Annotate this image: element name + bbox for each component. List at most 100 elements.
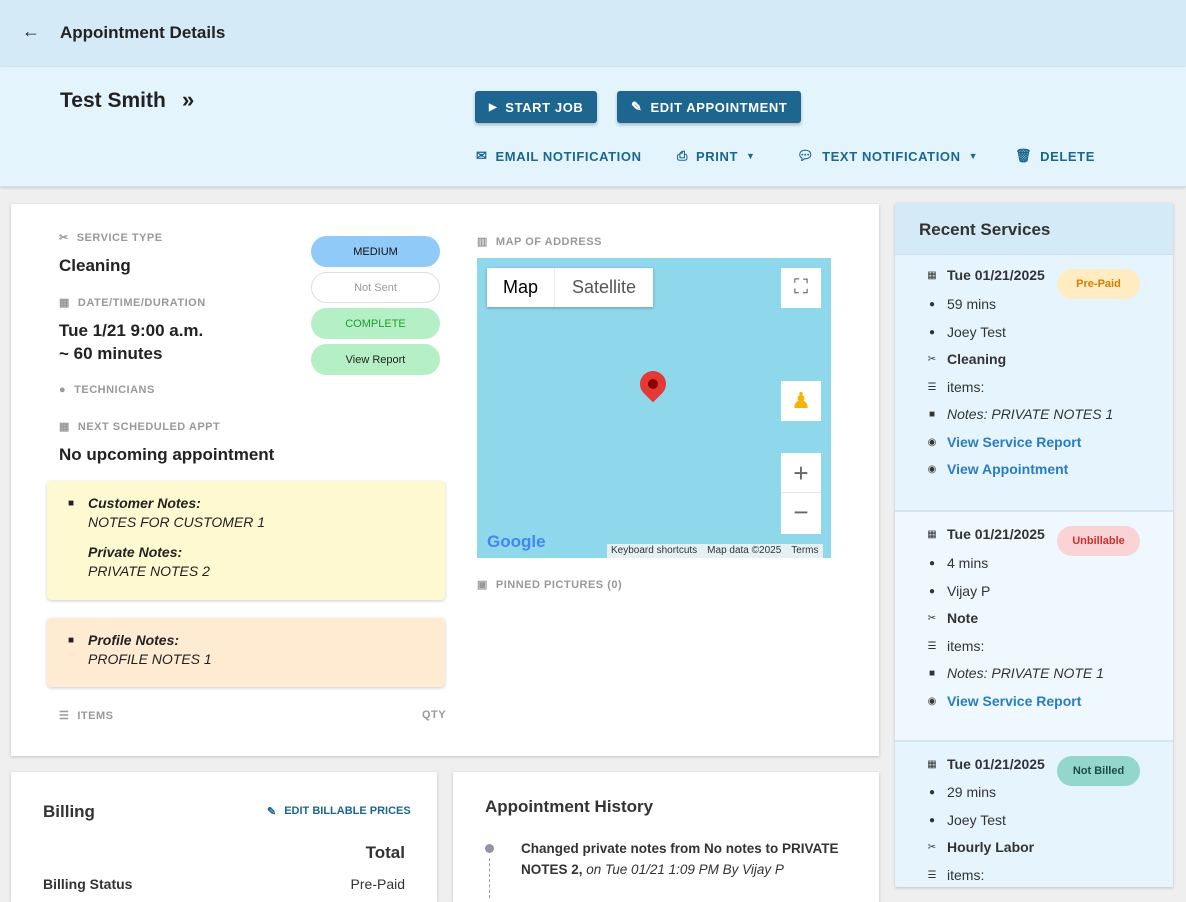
service-tech: Joey Test	[947, 812, 1006, 828]
caret-down-icon: ▼	[746, 151, 756, 161]
appointment-duration: ~ 60 minutes	[59, 344, 163, 363]
history-entry: Changed private notes from No notes to P…	[521, 841, 839, 877]
service-items: items:	[947, 638, 985, 654]
person-icon: ●	[59, 384, 67, 396]
printer-icon: ⎙	[677, 148, 688, 163]
appointment-datetime: Tue 1/21 9:00 a.m.	[59, 321, 204, 340]
technicians-label: ● TECHNICIANS	[59, 384, 155, 396]
eye-icon: ◉	[927, 463, 937, 475]
edit-billable-label: EDIT BILLABLE PRICES	[284, 805, 411, 817]
note-icon: ■	[68, 635, 75, 646]
history-title: Appointment History	[485, 797, 654, 816]
billing-status-value: Pre-Paid	[350, 876, 405, 892]
pinned-pictures-label: ▣ PINNED PICTURES (0)	[477, 578, 623, 592]
recent-services-header: Recent Services	[895, 203, 1173, 255]
service-date: Tue 01/21/2025	[947, 526, 1045, 542]
expand-chevron-icon[interactable]: »	[182, 87, 195, 112]
person-icon: ●	[928, 326, 936, 338]
service-duration: 59 mins	[947, 296, 997, 312]
page-title: Appointment Details	[60, 23, 226, 42]
service-tech: Joey Test	[947, 324, 1006, 340]
map-marker-icon[interactable]	[634, 365, 672, 403]
view-report-button[interactable]: View Report	[311, 344, 440, 375]
list-icon: ☰	[927, 381, 937, 393]
map-data-text: Map data ©2025	[707, 545, 782, 556]
billing-badge: Unbillable	[1057, 526, 1140, 556]
person-icon: ●	[928, 814, 936, 826]
timeline-dot	[485, 844, 494, 853]
recent-services-panel: Recent Services ▦ Tue 01/21/2025 Pre-Paid…	[895, 203, 1173, 887]
eye-icon: ◉	[927, 436, 937, 448]
satellite-tab[interactable]: Satellite	[554, 268, 653, 307]
zoom-in-icon[interactable]: +	[781, 453, 821, 493]
map-tab[interactable]: Map	[503, 277, 539, 297]
tools-icon: ✂	[927, 841, 937, 853]
pencil-icon: ✎	[631, 99, 643, 114]
appointment-history-card: Appointment History Changed private note…	[453, 772, 879, 902]
view-appointment-link[interactable]: View Appointment	[947, 461, 1069, 477]
billing-title: Billing	[43, 802, 95, 821]
pencil-icon: ✎	[267, 806, 277, 818]
private-notes-text: PRIVATE NOTES 2	[88, 563, 210, 579]
status-badge[interactable]: COMPLETE	[311, 308, 440, 339]
pegman-icon[interactable]: ♟	[781, 381, 821, 421]
tools-icon: ✂	[927, 353, 937, 365]
note-icon: ■	[928, 667, 936, 679]
profile-notes-text: PROFILE NOTES 1	[88, 651, 212, 667]
customer-notes-text: NOTES FOR CUSTOMER 1	[88, 514, 266, 530]
start-job-label: START JOB	[505, 99, 584, 115]
customer-notes-label: Customer Notes:	[88, 495, 201, 511]
envelope-icon: ✉	[476, 148, 488, 163]
google-logo: Google	[487, 532, 546, 551]
terms-link[interactable]: Terms	[791, 545, 819, 556]
list-icon: ☰	[927, 640, 937, 652]
private-notes-label: Private Notes:	[88, 544, 183, 560]
notification-status-badge[interactable]: Not Sent	[311, 272, 440, 303]
view-service-report-link[interactable]: View Service Report	[947, 434, 1082, 450]
person-icon: ●	[928, 585, 936, 597]
list-icon: ☰	[59, 710, 70, 722]
email-label: EMAIL NOTIFICATION	[495, 148, 642, 164]
tools-icon: ✂	[59, 232, 69, 244]
service-type: Hourly Labor	[947, 839, 1035, 855]
service-date: Tue 01/21/2025	[947, 756, 1045, 772]
back-arrow-icon[interactable]: ←	[22, 21, 40, 41]
delete-button[interactable]: 🗑︎ DELETE	[1015, 148, 1095, 164]
eye-icon: ◉	[927, 695, 937, 707]
start-job-button[interactable]: ▶ START JOB	[475, 91, 598, 123]
view-service-report-link[interactable]: View Service Report	[947, 693, 1082, 709]
recent-service-item: ▦ Tue 01/21/2025 Not Billed ● 29 mins ● Joe…	[895, 742, 1173, 887]
image-icon: ▣	[477, 579, 488, 591]
text-notification-button[interactable]: 💬︎ TEXT NOTIFICATION ▼	[797, 148, 978, 164]
fullscreen-icon[interactable]: ⛶	[781, 268, 821, 308]
trash-icon: 🗑︎	[1015, 148, 1033, 163]
clock-icon: ●	[928, 557, 936, 569]
priority-badge[interactable]: MEDIUM	[311, 236, 440, 267]
keyboard-shortcuts-link[interactable]: Keyboard shortcuts	[611, 545, 698, 556]
text-label: TEXT NOTIFICATION	[822, 148, 961, 164]
datetime-label: ▦ DATE/TIME/DURATION	[59, 296, 206, 310]
recent-service-item: ▦ Tue 01/21/2025 Unbillable ● 4 mins ● Vija…	[895, 512, 1173, 742]
print-button[interactable]: ⎙ PRINT ▼	[677, 148, 756, 164]
service-duration: 4 mins	[947, 555, 989, 571]
clock-icon: ●	[928, 298, 936, 310]
delete-label: DELETE	[1040, 148, 1095, 164]
service-duration: 29 mins	[947, 784, 997, 800]
appointment-header: Test Smith »	[0, 67, 1186, 187]
email-notification-button[interactable]: ✉ EMAIL NOTIFICATION	[476, 148, 642, 164]
edit-appointment-label: EDIT APPOINTMENT	[650, 99, 788, 115]
service-date: Tue 01/21/2025	[947, 267, 1045, 283]
map[interactable]: Map Satellite ⛶ ♟ + − Google Keyboard sh…	[477, 258, 831, 558]
service-type: Cleaning	[947, 351, 1007, 367]
zoom-out-icon[interactable]: −	[793, 497, 809, 527]
edit-appointment-button[interactable]: ✎ EDIT APPOINTMENT	[617, 91, 802, 123]
edit-billable-prices-button[interactable]: ✎ EDIT BILLABLE PRICES	[267, 805, 411, 818]
map-icon: ▥	[477, 236, 488, 248]
clock-icon: ●	[928, 786, 936, 798]
calendar-icon: ▦	[927, 528, 937, 540]
caret-down-icon: ▼	[968, 151, 979, 161]
service-type: Note	[947, 610, 979, 626]
customer-name[interactable]: Test Smith	[60, 89, 166, 112]
list-icon: ☰	[927, 869, 937, 881]
calendar-check-icon: ▦	[59, 421, 70, 433]
